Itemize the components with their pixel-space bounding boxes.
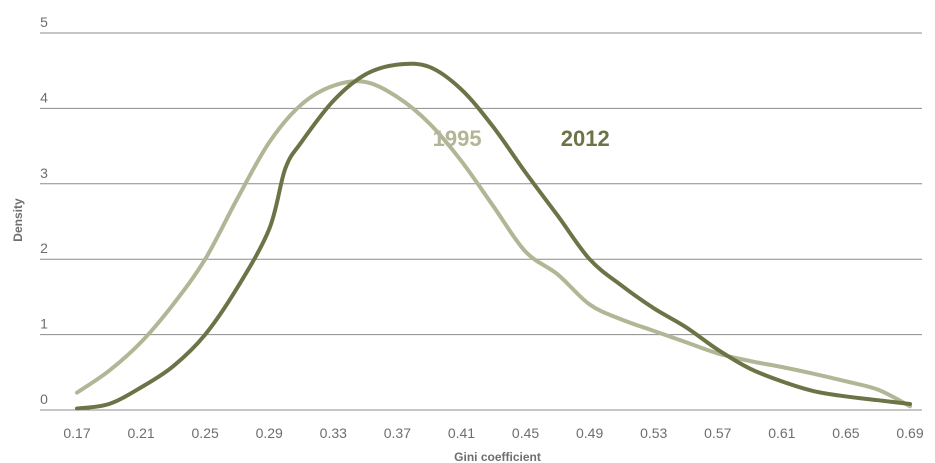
series-label-1995: 1995 [433,126,482,151]
series-line-2012 [75,61,912,411]
x-tick-label: 0.53 [640,425,667,441]
x-tick-label: 0.45 [512,425,539,441]
y-tick-label: 2 [40,240,48,256]
series-line-1995 [75,79,912,409]
y-tick-labels: 0 1 2 3 4 5 [40,14,48,407]
x-tick-label: 0.49 [576,425,603,441]
x-axis-title: Gini coefficient [454,450,541,463]
y-tick-label: 4 [40,89,48,105]
x-tick-label: 0.33 [320,425,347,441]
x-tick-labels: 0.17 0.21 0.25 0.29 0.33 0.37 0.41 0.45 0.49 0.53… [63,425,923,441]
y-tick-label: 1 [40,316,48,332]
x-tick-label: 0.69 [896,425,923,441]
x-tick-label: 0.41 [448,425,475,441]
x-tick-label: 0.29 [256,425,283,441]
series-lines [75,61,912,411]
x-tick-label: 0.17 [63,425,90,441]
y-tick-label: 0 [40,391,48,407]
series-label-2012: 2012 [561,126,610,151]
x-tick-label: 0.57 [704,425,731,441]
x-tick-label: 0.61 [768,425,795,441]
x-tick-label: 0.65 [832,425,859,441]
y-tick-label: 5 [40,14,48,30]
y-tick-label: 3 [40,165,48,181]
x-tick-label: 0.21 [127,425,154,441]
x-tick-label: 0.25 [192,425,219,441]
gridlines [40,32,922,411]
series-labels: 1995 2012 [433,126,610,151]
y-axis-title: Density [11,198,25,242]
x-tick-label: 0.37 [384,425,411,441]
